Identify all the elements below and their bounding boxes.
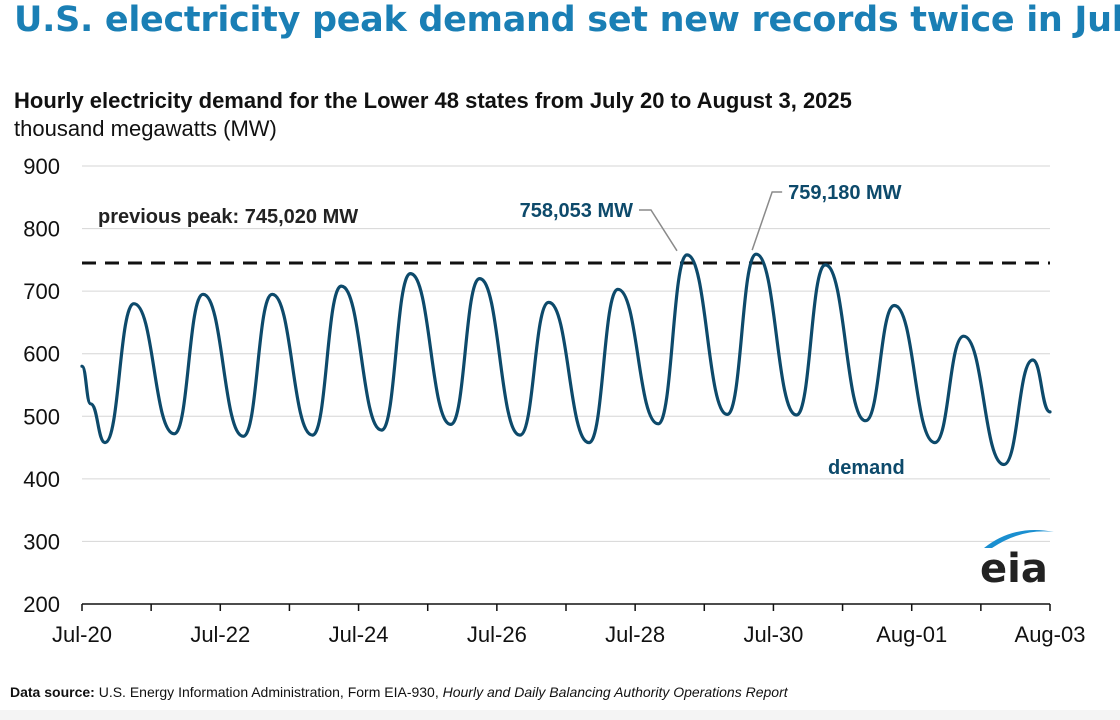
headline: U.S. electricity peak demand set new rec… [14,0,1120,40]
x-tick-label: Jul-20 [52,622,112,647]
x-tick-label: Jul-28 [605,622,665,647]
data-source-text: U.S. Energy Information Administration, … [94,684,443,700]
eia-logo: eia [980,530,1054,592]
x-tick-label: Jul-30 [743,622,803,647]
y-tick-label: 400 [23,467,60,492]
y-tick-label: 600 [23,342,60,367]
x-axis: Jul-20 Jul-22 Jul-24 Jul-26 Jul-28 Jul-30 Aug-… [52,604,1085,647]
y-axis-unit-label: thousand megawatts (MW) [14,116,277,141]
annotation-leader [751,191,783,251]
eia-logo-text: eia [980,546,1048,592]
series-label-demand: demand [828,457,905,479]
annotation-leader [639,209,678,252]
annotation-peak-2: 759,180 MW [788,182,902,204]
previous-peak-label: previous peak: 745,020 MW [98,206,358,228]
demand-series-line [80,252,1052,467]
eia-logo-swoosh [984,530,1054,548]
annotations: 758,053 MW 759,180 MW [520,182,902,252]
x-tick-label: Jul-26 [467,622,527,647]
y-tick-label: 700 [23,279,60,304]
y-tick-label: 900 [23,154,60,179]
data-source-note: Data source: U.S. Energy Information Adm… [10,684,788,700]
y-axis: 900 800 700 600 500 400 300 200 [23,154,60,617]
data-source-report: Hourly and Daily Balancing Authority Ope… [442,684,788,700]
y-tick-label: 200 [23,592,60,617]
x-tick-label: Jul-22 [190,622,250,647]
annotation-peak-1: 758,053 MW [520,200,634,222]
x-tick-label: Jul-24 [329,622,389,647]
y-tick-label: 800 [23,217,60,242]
y-tick-label: 500 [23,404,60,429]
y-tick-label: 300 [23,529,60,554]
footer-band [0,710,1120,720]
data-source-label: Data source: [10,684,95,700]
x-tick-label: Aug-01 [876,622,947,647]
x-tick-label: Aug-03 [1015,622,1086,647]
chart-title: Hourly electricity demand for the Lower … [14,88,852,113]
